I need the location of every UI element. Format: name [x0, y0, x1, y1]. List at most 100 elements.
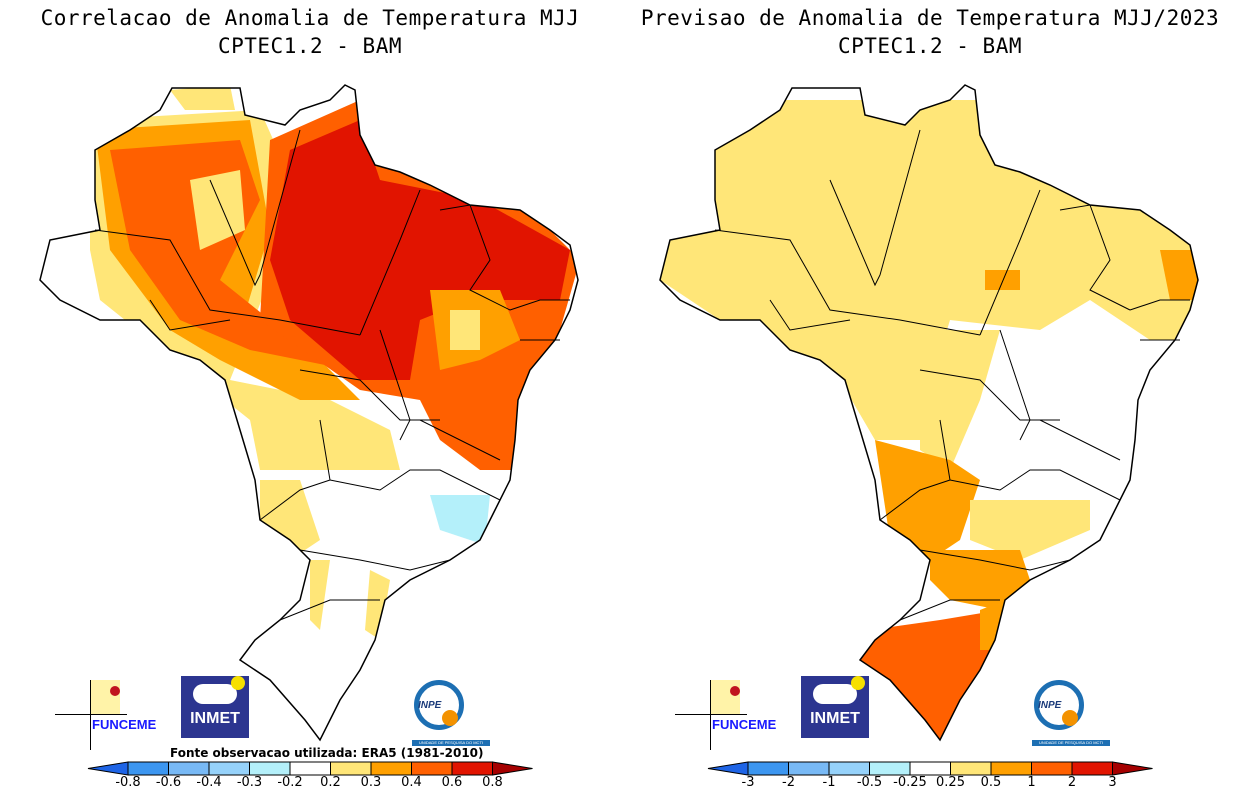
- colorbar-tick-label: -3: [741, 775, 755, 790]
- colorbar-tick-label: 0.3: [360, 775, 382, 790]
- colorbar-swatch: [1031, 761, 1073, 776]
- state-border: [299, 549, 451, 571]
- colorbar-tick-label: 3: [1108, 775, 1117, 790]
- colorbar: [707, 761, 1153, 776]
- colorbar-tick-label: 0.5: [980, 775, 1002, 790]
- anomaly-region: [450, 310, 480, 350]
- state-border: [279, 599, 380, 621]
- inmet-logo: INMET: [801, 676, 869, 738]
- colorbar-swatch: [289, 761, 331, 776]
- funceme-logo: [710, 680, 740, 715]
- anomaly-region: [860, 610, 1000, 740]
- inpe-tagline: UNIDADE DE PESQUISA DO MCTI: [412, 740, 490, 746]
- colorbar-low-arrow: [707, 761, 749, 776]
- funceme-logo-line-h: [55, 714, 127, 715]
- anomaly-region: [310, 560, 330, 630]
- anomaly-region: [920, 330, 1000, 470]
- colorbar-swatch: [411, 761, 453, 776]
- colorbar-tick-label: -0.25: [893, 775, 927, 790]
- funceme-logo-line-h: [675, 714, 747, 715]
- colorbar-tick-label: -0.8: [115, 775, 141, 790]
- colorbar-swatch: [747, 761, 789, 776]
- state-border: [1039, 419, 1121, 461]
- anomaly-region: [1160, 250, 1198, 300]
- anomaly-region: [875, 440, 980, 560]
- correlation-map: [39, 84, 579, 742]
- funceme-dot-icon: [110, 686, 120, 696]
- colorbar-high-arrow: [1112, 761, 1153, 776]
- inmet-label: INMET: [190, 710, 240, 727]
- inpe-label: INPE: [418, 700, 442, 711]
- state-border: [1059, 204, 1131, 311]
- colorbar-tick-label: -2: [782, 775, 795, 790]
- anomaly-fill-layer: [90, 85, 578, 640]
- anomaly-region: [110, 140, 350, 370]
- state-border: [509, 299, 570, 311]
- state-border: [714, 229, 981, 336]
- colorbar-tick-label: -0.6: [155, 775, 182, 790]
- inpe-logo-swirl: [414, 680, 464, 730]
- colorbar-tick-label: 0.8: [482, 775, 503, 790]
- state-border: [439, 204, 511, 311]
- colorbar-tick-label: -1: [822, 775, 836, 790]
- state-border: [879, 419, 951, 521]
- inmet-logo: INMET: [181, 676, 249, 738]
- colorbar-tick-label: 0.2: [320, 775, 341, 790]
- colorbar-tick-label: -0.3: [236, 775, 263, 790]
- state-border: [419, 419, 501, 461]
- colorbar-swatch: [990, 761, 1032, 776]
- colorbar-swatch: [370, 761, 412, 776]
- anomaly-region: [170, 85, 235, 110]
- state-border: [359, 189, 421, 336]
- state-border: [1129, 299, 1190, 311]
- colorbar-high-arrow: [492, 761, 533, 776]
- colorbar-swatch: [909, 761, 951, 776]
- state-border: [979, 189, 1041, 336]
- funceme-logo: [90, 680, 120, 715]
- colorbar-tick-label: -0.4: [196, 775, 222, 790]
- inpe-orange-dot-icon: [442, 710, 458, 726]
- colorbar-swatch: [168, 761, 210, 776]
- inpe-label: INPE: [1038, 700, 1062, 711]
- state-border: [899, 599, 1000, 621]
- state-border: [329, 469, 501, 501]
- cloud-icon: [193, 676, 245, 704]
- colorbar-swatch: [330, 761, 372, 776]
- colorbar-low-arrow: [87, 761, 129, 776]
- funceme-label: FUNCEME: [92, 717, 157, 732]
- state-border: [769, 299, 851, 331]
- inpe-tagline: UNIDADE DE PESQUISA DO MCTI: [1032, 740, 1110, 746]
- colorbar-swatch: [950, 761, 992, 776]
- right-panel: Previsao de Anomalia de Temperatura MJJ/…: [620, 0, 1240, 802]
- colorbar-tick-label: 2: [1067, 775, 1077, 790]
- inmet-label: INMET: [810, 710, 860, 727]
- sun-icon: [851, 676, 865, 690]
- colorbar-swatch: [869, 761, 911, 776]
- anomaly-region: [430, 495, 490, 545]
- left-subtitle: CPTEC1.2 - BAM: [217, 34, 402, 58]
- left-title: Correlacao de Anomalia de Temperatura MJ…: [40, 6, 580, 30]
- country-outline: [659, 84, 1199, 742]
- anomaly-region: [980, 600, 1005, 650]
- forecast-anomaly-map: [659, 84, 1199, 742]
- left-panel: Correlacao de Anomalia de Temperatura MJ…: [39, 6, 580, 790]
- colorbar-tick-label: 0.25: [936, 775, 965, 790]
- state-border: [94, 229, 361, 336]
- state-border: [919, 549, 1071, 571]
- anomaly-region: [365, 570, 390, 640]
- anomaly-region: [970, 500, 1090, 560]
- funceme-label: FUNCEME: [712, 717, 777, 732]
- inpe-logo-swirl: [1034, 680, 1084, 730]
- cloud-icon: [813, 676, 865, 704]
- state-border: [259, 419, 331, 521]
- colorbar-tick-label: -0.5: [856, 775, 883, 790]
- colorbar-swatch: [208, 761, 250, 776]
- colorbar-tick-label: 0.6: [441, 775, 463, 790]
- right-title: Previsao de Anomalia de Temperatura MJJ/…: [640, 6, 1220, 30]
- sun-icon: [231, 676, 245, 690]
- colorbar-tick-label: -0.2: [277, 775, 303, 790]
- colorbar-swatch: [1071, 761, 1113, 776]
- state-border: [949, 469, 1121, 501]
- colorbar-swatch: [249, 761, 291, 776]
- colorbar-tick-label: 0.4: [401, 775, 422, 790]
